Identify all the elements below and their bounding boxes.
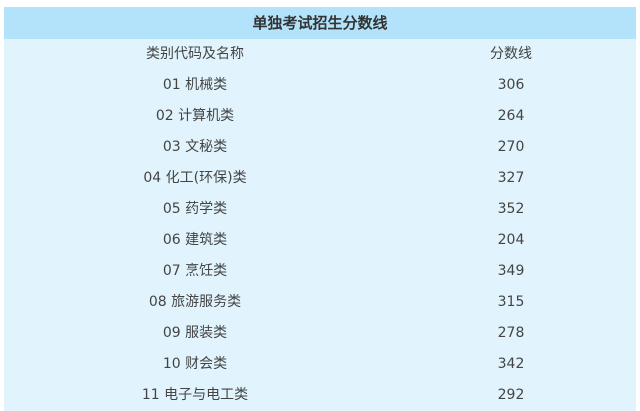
table-row: 07 烹饪类 349 <box>4 256 636 287</box>
table-body: 类别代码及名称 分数线 01 机械类 306 02 计算机类 264 03 文秘类 270… <box>4 39 636 411</box>
score-cell: 270 <box>497 139 525 155</box>
column-header-row: 类别代码及名称 分数线 <box>4 39 636 70</box>
category-cell: 07 烹饪类 <box>162 263 228 279</box>
category-cell: 11 电子与电工类 <box>141 387 249 403</box>
category-cell: 10 财会类 <box>162 356 228 372</box>
table-row: 08 旅游服务类 315 <box>4 287 636 318</box>
table-row: 04 化工(环保)类 327 <box>4 163 636 194</box>
score-cell: 264 <box>497 108 525 124</box>
table-row: 09 服装类 278 <box>4 318 636 349</box>
table-row: 02 计算机类 264 <box>4 101 636 132</box>
score-cell: 349 <box>497 263 525 279</box>
category-cell: 03 文秘类 <box>162 139 228 155</box>
category-cell: 08 旅游服务类 <box>148 294 242 310</box>
score-cell: 315 <box>497 294 525 310</box>
score-cell: 278 <box>497 325 525 341</box>
category-cell: 06 建筑类 <box>162 232 228 248</box>
score-table: 单独考试招生分数线 类别代码及名称 分数线 01 机械类 306 02 计算机类 26… <box>4 7 636 411</box>
score-cell: 292 <box>497 387 525 403</box>
table-row: 11 电子与电工类 292 <box>4 380 636 411</box>
score-cell: 352 <box>497 201 525 217</box>
category-cell: 01 机械类 <box>162 77 228 93</box>
category-cell: 05 药学类 <box>162 201 228 217</box>
score-cell: 342 <box>497 356 525 372</box>
table-row: 05 药学类 352 <box>4 194 636 225</box>
category-cell: 04 化工(环保)类 <box>143 170 247 186</box>
table-row: 06 建筑类 204 <box>4 225 636 256</box>
score-cell: 204 <box>497 232 525 248</box>
category-cell: 02 计算机类 <box>155 108 235 124</box>
table-title: 单独考试招生分数线 <box>4 7 636 39</box>
column-header-score: 分数线 <box>490 46 532 62</box>
column-header-category: 类别代码及名称 <box>146 46 244 62</box>
table-row: 03 文秘类 270 <box>4 132 636 163</box>
category-cell: 09 服装类 <box>162 325 228 341</box>
table-row: 01 机械类 306 <box>4 70 636 101</box>
score-cell: 327 <box>497 170 525 186</box>
table-row: 10 财会类 342 <box>4 349 636 380</box>
score-cell: 306 <box>497 77 525 93</box>
